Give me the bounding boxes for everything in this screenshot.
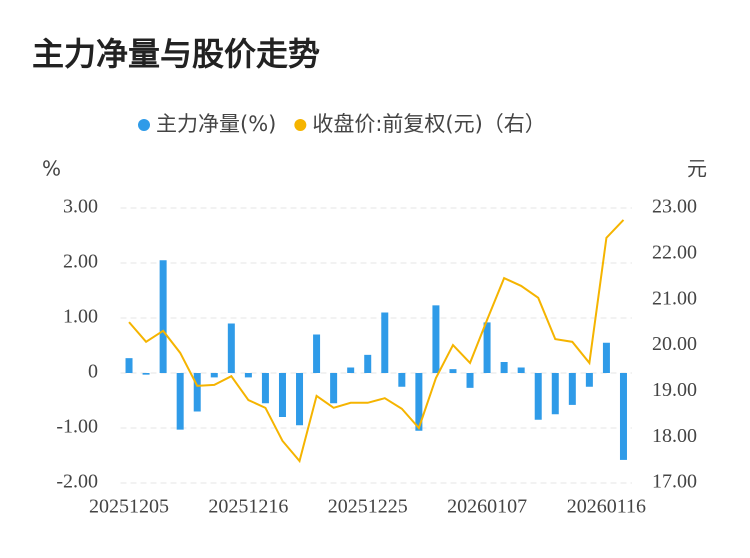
y2-tick-label: 19.00 <box>652 379 697 401</box>
bar <box>330 373 338 404</box>
legend-marker <box>294 119 307 131</box>
x-tick-label: 20251216 <box>208 496 288 518</box>
bar <box>364 354 372 373</box>
chart-title: 主力净量与股价走势 <box>32 35 320 73</box>
y2-tick-label: 21.00 <box>652 287 697 309</box>
y-tick-label: 2.00 <box>63 251 98 273</box>
bar <box>517 367 525 373</box>
legend-label: 收盘价:前复权(元)（右） <box>312 112 545 136</box>
bar <box>244 373 252 378</box>
bar <box>602 342 610 373</box>
bar <box>534 373 542 420</box>
y-tick-label: 1.00 <box>63 306 98 328</box>
bar <box>193 373 201 412</box>
y2-unit: 元 <box>687 157 707 181</box>
y-tick-label: 0 <box>88 361 98 383</box>
y2-tick-label: 18.00 <box>652 425 697 447</box>
bar <box>585 373 593 387</box>
bar <box>227 323 235 373</box>
bar <box>142 373 150 375</box>
bar <box>159 260 167 373</box>
bar <box>568 373 576 405</box>
bar <box>296 373 304 426</box>
y2-tick-label: 17.00 <box>652 471 697 493</box>
bar <box>313 334 321 373</box>
legend-marker <box>138 119 150 131</box>
y-tick-label: 3.00 <box>63 196 98 218</box>
price-line <box>128 219 625 464</box>
bar <box>551 373 559 415</box>
y2-tick-label: 23.00 <box>652 196 697 218</box>
bar <box>125 358 133 373</box>
bar <box>619 373 627 460</box>
bar <box>415 373 423 431</box>
y-tick-label: -2.00 <box>56 471 98 493</box>
bar <box>210 373 218 378</box>
y-unit: % <box>42 157 61 181</box>
x-tick-label: 20251205 <box>89 496 169 518</box>
bar <box>466 373 474 388</box>
bar <box>261 373 269 404</box>
bar <box>483 322 491 373</box>
bar <box>381 312 389 373</box>
bar <box>176 373 184 430</box>
bar <box>432 305 440 373</box>
bar <box>398 373 406 387</box>
bar <box>449 369 457 373</box>
x-tick-label: 20260116 <box>567 496 646 518</box>
bar <box>278 373 286 417</box>
bar <box>500 362 508 373</box>
y2-tick-label: 22.00 <box>652 241 697 263</box>
y2-tick-label: 20.00 <box>652 333 697 355</box>
x-tick-label: 20251225 <box>328 496 408 518</box>
y-tick-label: -1.00 <box>56 416 98 438</box>
bar <box>347 367 355 373</box>
legend-label: 主力净量(%) <box>156 112 276 136</box>
x-tick-label: 20260107 <box>447 496 527 518</box>
